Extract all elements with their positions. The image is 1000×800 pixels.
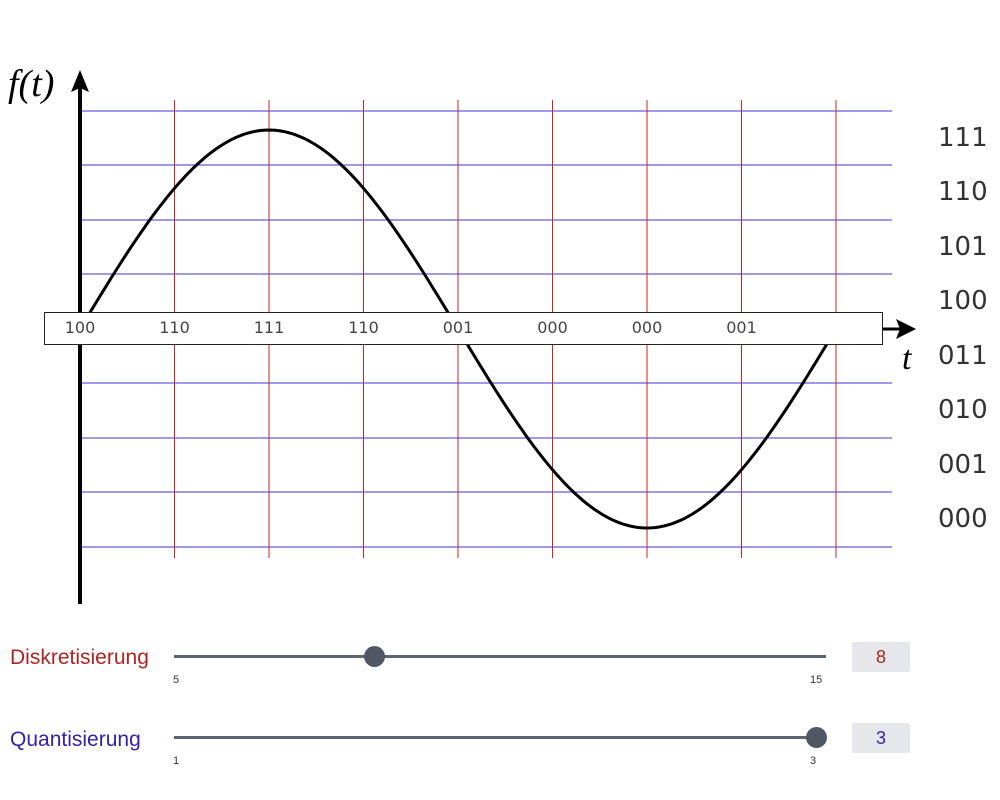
discretization-value: 8 [852, 642, 910, 672]
discretization-slider[interactable] [174, 642, 826, 672]
sample-code: 001 [443, 318, 474, 337]
slider-max-label: 3 [810, 755, 817, 767]
discretization-label: Diskretisierung [10, 646, 149, 669]
level-code-label: 100 [938, 286, 988, 316]
slider-track[interactable] [174, 655, 826, 658]
x-axis-arrowhead [896, 319, 916, 339]
level-code-label: 101 [938, 232, 988, 262]
x-axis-label: t [902, 340, 912, 377]
sample-code: 111 [254, 318, 285, 337]
quantization-value: 3 [852, 723, 910, 753]
slider-handle[interactable] [806, 727, 827, 748]
level-code-label: 011 [938, 341, 988, 371]
level-code-label: 000 [938, 504, 988, 534]
y-axis-arrowhead [71, 70, 89, 92]
level-code-label: 111 [938, 123, 988, 153]
level-code-label: 110 [938, 177, 988, 207]
slider-min-label: 5 [173, 674, 180, 686]
y-axis-label: f(t) [8, 63, 55, 105]
slider-max-label: 15 [810, 674, 823, 686]
sample-code: 110 [348, 318, 379, 337]
level-code-label: 010 [938, 395, 988, 425]
slider-track[interactable] [174, 736, 826, 739]
level-code-label: 001 [938, 450, 988, 480]
sample-code: 001 [726, 318, 757, 337]
quantization-label: Quantisierung [10, 728, 141, 751]
slider-handle[interactable] [364, 646, 385, 667]
slider-min-label: 1 [173, 755, 180, 767]
sample-code: 100 [65, 318, 96, 337]
sample-code: 000 [537, 318, 568, 337]
sample-code: 000 [632, 318, 663, 337]
quantization-slider[interactable] [174, 723, 827, 753]
sample-code-box [44, 312, 883, 345]
sample-code: 110 [159, 318, 190, 337]
signal-plot: 100 110 111 110 001 000 000 001 [44, 70, 916, 604]
